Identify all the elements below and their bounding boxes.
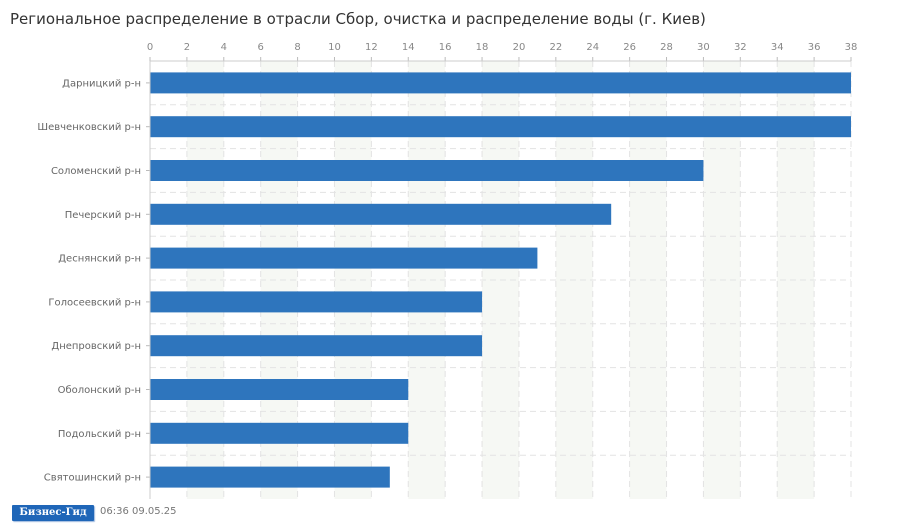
x-tick-label: 6: [257, 42, 263, 53]
x-tick-label: 8: [294, 42, 300, 53]
bar-chart: 0 2 4 6 8 10 12 14 16 18 20 22 24 26 28 30 32 34 36 38 Дарн…: [37, 42, 858, 499]
category-label: Деснянский р-н: [58, 254, 141, 265]
x-tick-label: 0: [147, 42, 153, 53]
x-tick-label: 38: [845, 42, 858, 53]
category-label: Голосеевский р-н: [48, 297, 141, 308]
x-tick-label: 14: [402, 42, 415, 53]
bar: [150, 116, 851, 138]
category-labels: Дарницкий р-н Шевченковский р-н Соломенски…: [37, 78, 150, 484]
bar: [150, 203, 612, 225]
bar: [150, 466, 390, 488]
x-tick-label: 16: [439, 42, 452, 53]
x-tick-label: 24: [586, 42, 599, 53]
x-tick-label: 28: [660, 42, 673, 53]
category-label: Святошинский р-н: [44, 473, 141, 484]
x-tick-label: 2: [184, 42, 190, 53]
x-tick-label: 22: [549, 42, 562, 53]
bar: [150, 72, 851, 94]
category-label: Шевченковский р-н: [37, 122, 141, 133]
category-label: Дарницкий р-н: [62, 78, 141, 89]
x-tick-label: 26: [623, 42, 636, 53]
category-label: Оболонский р-н: [58, 385, 141, 396]
x-tick-label: 20: [513, 42, 526, 53]
timestamp: 06:36 09.05.25: [100, 506, 177, 517]
bars: [150, 72, 851, 488]
brand-logo[interactable]: Бизнес-Гид: [12, 505, 94, 521]
category-label: Днепровский р-н: [51, 341, 141, 352]
bar: [150, 160, 704, 181]
x-tick-label: 32: [734, 42, 747, 53]
bar: [150, 379, 409, 400]
x-tick-label: 34: [771, 42, 784, 53]
x-axis-ticks: 0 2 4 6 8 10 12 14 16 18 20 22 24 26 28 30 32 34 36 38: [147, 42, 858, 61]
bar: [150, 291, 483, 313]
x-tick-label: 36: [808, 42, 821, 53]
bar: [150, 335, 483, 357]
x-tick-label: 18: [476, 42, 489, 53]
x-tick-label: 10: [328, 42, 341, 53]
x-tick-label: 4: [221, 42, 227, 53]
category-label: Соломенский р-н: [51, 166, 141, 177]
category-label: Печерский р-н: [65, 210, 141, 221]
bar: [150, 422, 409, 444]
axes: [149, 60, 851, 499]
chart-title: Региональное распределение в отрасли Сбо…: [10, 10, 706, 28]
bar: [150, 247, 538, 269]
x-tick-label: 12: [365, 42, 378, 53]
category-label: Подольский р-н: [58, 429, 141, 440]
x-tick-label: 30: [697, 42, 710, 53]
